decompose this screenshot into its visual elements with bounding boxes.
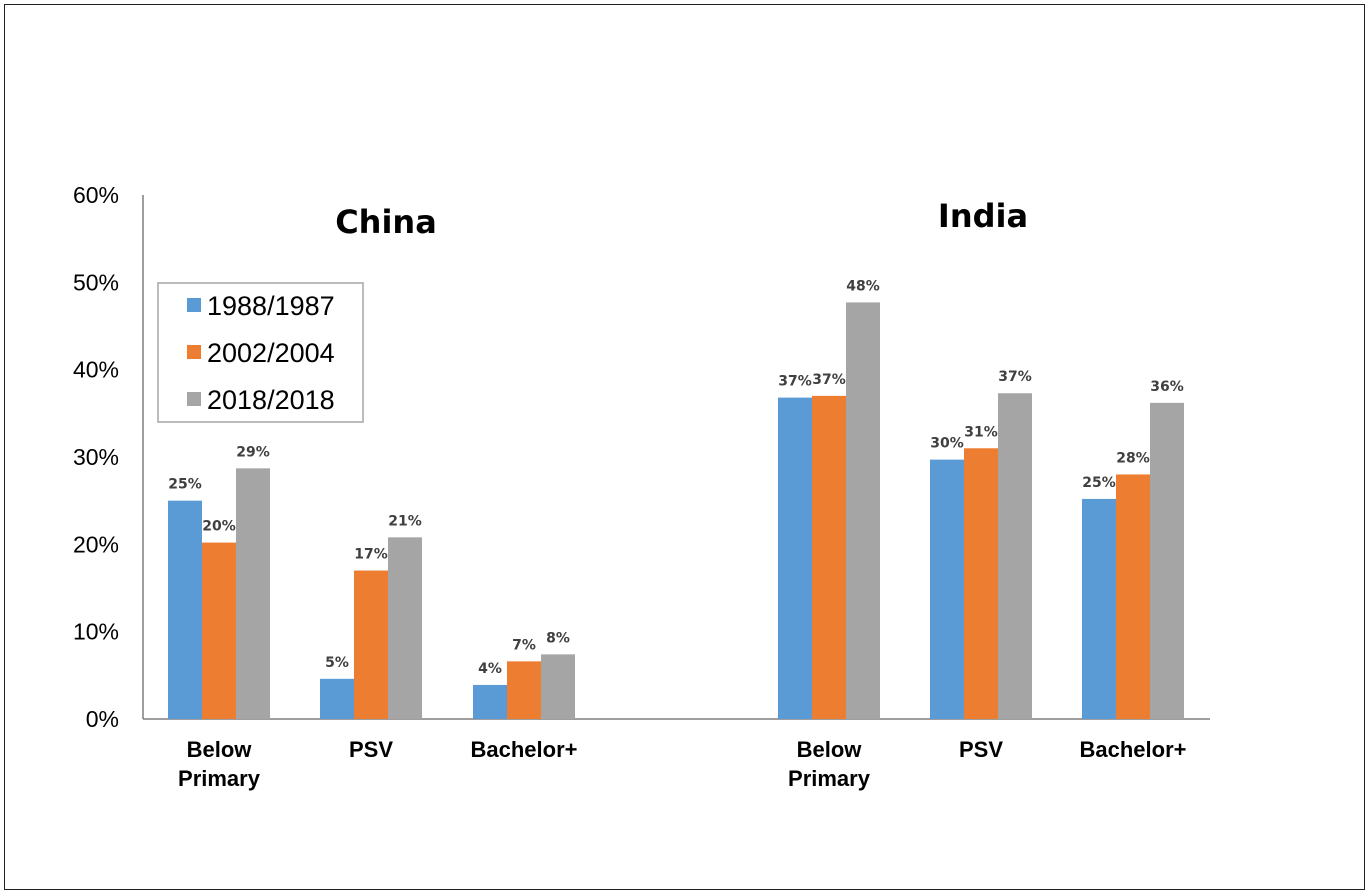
legend-label: 2018/2018 — [207, 385, 335, 415]
data-label: 17% — [354, 547, 388, 563]
chart-frame — [4, 4, 1365, 890]
data-label: 29% — [236, 444, 270, 460]
data-label: 25% — [1082, 475, 1116, 491]
y-tick-label: 10% — [73, 619, 119, 645]
bar-2002-2004 — [812, 395, 846, 719]
y-tick-label: 0% — [86, 706, 119, 732]
bar-2002-2004 — [354, 570, 388, 719]
x-tick-label: Below — [187, 737, 253, 762]
legend-swatch — [187, 392, 201, 406]
bar-2018-2018 — [998, 393, 1032, 719]
data-label: 30% — [930, 436, 964, 452]
bar-1988-1987 — [168, 500, 202, 719]
bar-2002-2004 — [1116, 474, 1150, 719]
bar-1988-1987 — [320, 678, 354, 719]
bar-1988-1987 — [473, 684, 507, 719]
data-label: 31% — [964, 424, 998, 440]
x-tick-label: PSV — [349, 737, 393, 762]
bar-2018-2018 — [236, 468, 270, 719]
legend-label: 1988/1987 — [207, 291, 335, 321]
data-label: 37% — [812, 372, 846, 388]
data-label: 36% — [1150, 379, 1184, 395]
data-label: 8% — [546, 630, 570, 646]
y-tick-label: 50% — [73, 269, 119, 295]
x-tick-label: PSV — [959, 737, 1003, 762]
data-label: 37% — [998, 369, 1032, 385]
bar-2018-2018 — [388, 537, 422, 719]
data-label: 25% — [168, 477, 202, 493]
panel-title: India — [938, 197, 1028, 235]
bar-2018-2018 — [1150, 402, 1184, 719]
data-label: 21% — [388, 513, 422, 529]
data-label: 5% — [325, 655, 349, 671]
x-tick-label: Primary — [178, 766, 261, 791]
data-label: 4% — [478, 661, 502, 677]
x-tick-label: Bachelor+ — [471, 737, 578, 762]
bar-1988-1987 — [778, 397, 812, 719]
bar-2018-2018 — [846, 302, 880, 719]
legend-swatch — [187, 345, 201, 359]
y-tick-label: 30% — [73, 444, 119, 470]
data-label: 20% — [202, 519, 236, 535]
y-tick-label: 40% — [73, 357, 119, 383]
y-tick-label: 60% — [73, 182, 119, 208]
bar-1988-1987 — [930, 459, 964, 719]
bar-2002-2004 — [964, 448, 998, 719]
legend-swatch — [187, 298, 201, 312]
bar-2002-2004 — [507, 661, 541, 719]
bar-2018-2018 — [541, 654, 575, 719]
y-tick-label: 20% — [73, 531, 119, 557]
data-label: 48% — [846, 278, 880, 294]
legend-label: 2002/2004 — [207, 338, 335, 368]
x-tick-label: Primary — [788, 766, 871, 791]
x-tick-label: Bachelor+ — [1080, 737, 1187, 762]
bar-1988-1987 — [1082, 498, 1116, 719]
panel-title: China — [335, 203, 437, 241]
x-tick-label: Below — [797, 737, 863, 762]
data-label: 28% — [1116, 450, 1150, 466]
bar-2002-2004 — [202, 542, 236, 719]
data-label: 37% — [778, 374, 812, 390]
data-label: 7% — [512, 637, 536, 653]
